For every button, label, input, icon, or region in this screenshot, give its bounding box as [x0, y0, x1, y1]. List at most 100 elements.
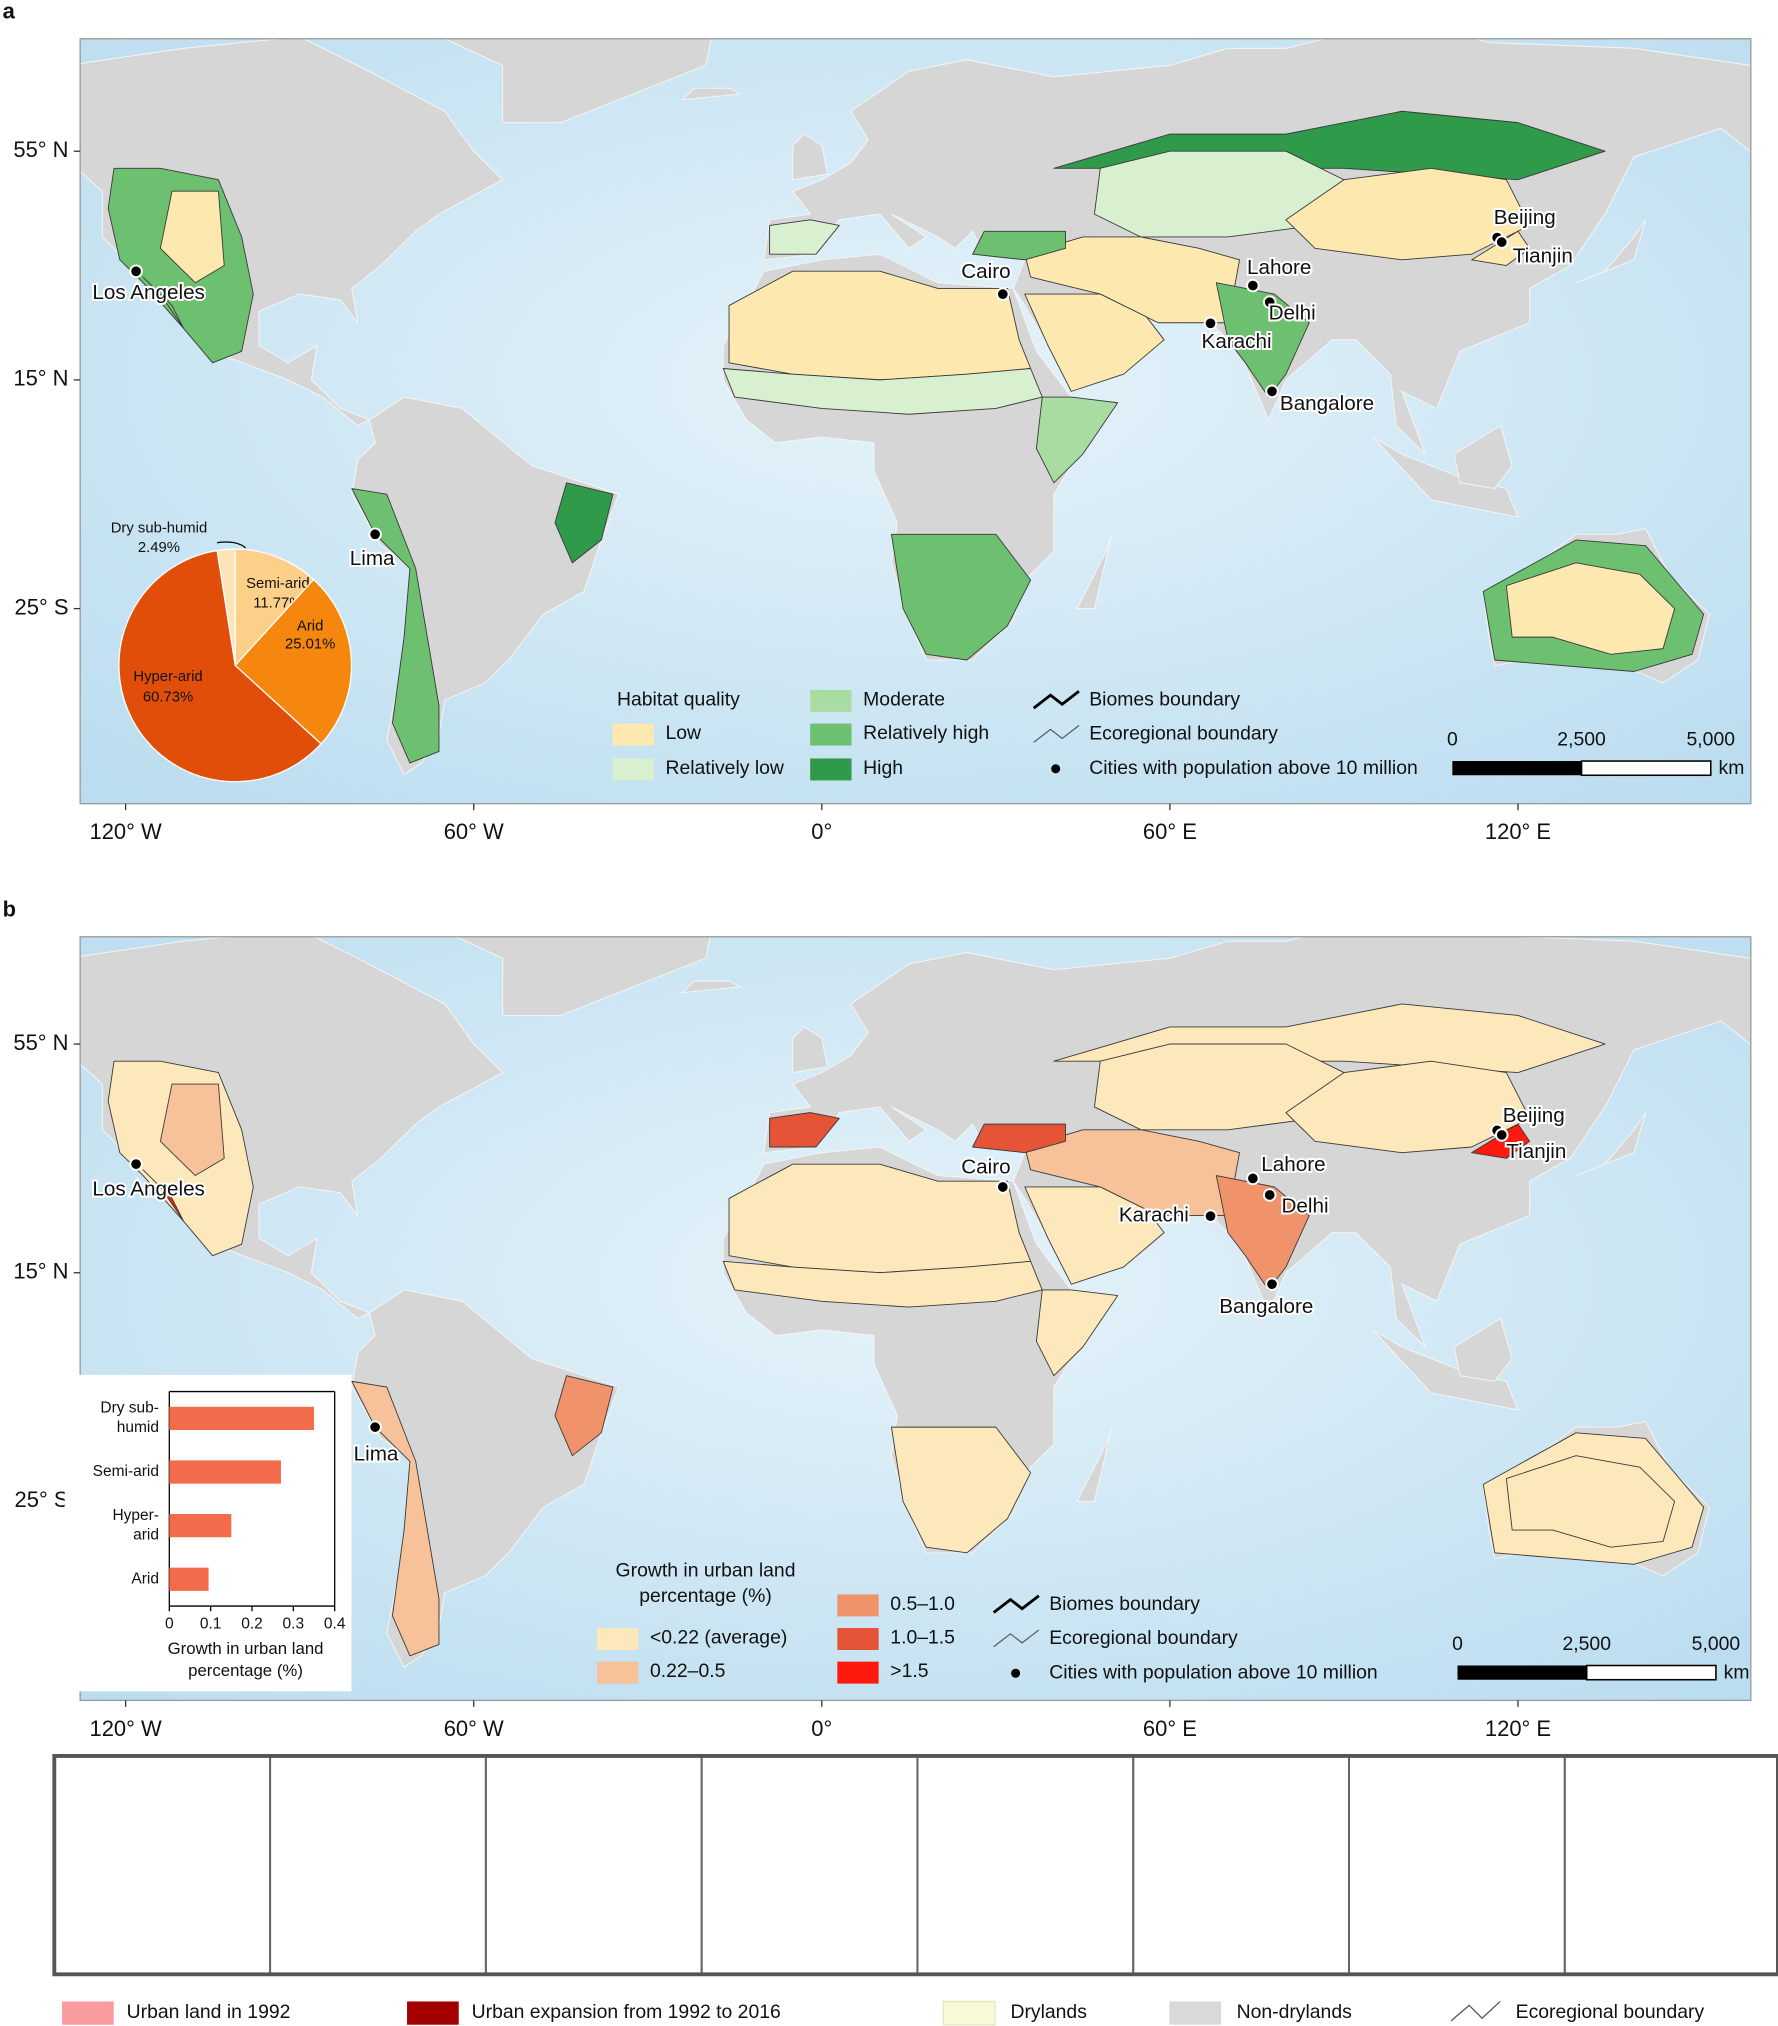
inset-frame: [1563, 1754, 1778, 1976]
inset-urban-expansion: [239, 1834, 242, 1837]
inset-urban-expansion: [369, 1823, 377, 1831]
ecoregion-boundary-icon: [1033, 725, 1080, 743]
inset-urban-expansion: [1228, 1887, 1236, 1895]
inset-urban-expansion: [1513, 1866, 1520, 1873]
inset-urban-expansion: [620, 1826, 628, 1834]
dryland-zone: [1285, 1060, 1531, 1154]
land: [792, 1026, 829, 1074]
inset-urban-expansion: [1279, 1880, 1283, 1884]
lon-label: 120° W: [90, 1716, 163, 1741]
legend-swatch: [837, 1628, 879, 1651]
y-tick-label: Dry sub-humid: [100, 1400, 159, 1436]
inset-urban-expansion: [1756, 1941, 1765, 1950]
inset-drylands: [270, 1756, 486, 1974]
city-icon: [1011, 1668, 1021, 1678]
inset-urban-expansion: [326, 1854, 330, 1858]
inset-drylands: [486, 1756, 702, 1974]
legend-swatch: [942, 2000, 996, 2026]
inset-urban-expansion: [1490, 1859, 1498, 1867]
inset-urban-expansion: [1507, 1848, 1511, 1852]
inset-urban-expansion: [1037, 1819, 1040, 1822]
legend-swatch: [612, 723, 654, 746]
lon-label: 60° E: [1143, 1716, 1197, 1741]
inset-urban-expansion: [378, 1841, 385, 1848]
legend-swatch: [810, 723, 852, 746]
city-label: Bangalore: [1280, 392, 1374, 415]
inset-urban-expansion: [112, 1785, 122, 1795]
inset-urban-expansion: [794, 1868, 799, 1873]
city-dot: [368, 527, 382, 542]
inset-urban-expansion: [169, 1895, 175, 1901]
inset-urban-expansion: [1599, 1820, 1608, 1829]
inset-urban-expansion: [639, 1855, 648, 1864]
inset-urban-expansion: [1023, 1825, 1027, 1829]
inset-urban-expansion: [807, 1872, 814, 1879]
inset-urban-expansion: [1017, 1834, 1022, 1839]
legend-label: Urban expansion from 1992 to 2016: [472, 2001, 781, 2023]
city-dot: [129, 1157, 143, 1171]
legend-swatch: [1169, 2001, 1222, 2025]
inset-frame: [53, 1754, 272, 1976]
inset-urban-expansion: [1231, 1873, 1238, 1880]
inset-frame: [269, 1754, 487, 1976]
inset-urban-expansion: [1584, 1832, 1592, 1840]
inset-urban-expansion: [651, 1837, 655, 1841]
inset-urban-expansion: [93, 1881, 101, 1889]
lat-label: 15° N: [13, 366, 68, 391]
inset-urban-expansion: [604, 1847, 612, 1855]
city-dot: [368, 1420, 382, 1434]
inset-urban-expansion: [1693, 1948, 1696, 1951]
inset-urban-expansion: [1565, 1829, 1570, 1834]
legend-swatch: [810, 758, 852, 781]
inset-urban-expansion: [1015, 1813, 1024, 1822]
scale-unit: km: [1719, 757, 1745, 779]
inset-urban-expansion: [1053, 1879, 1058, 1884]
inset-urban-expansion: [375, 1844, 378, 1847]
legend-label: Urban land in 1992: [127, 2001, 291, 2023]
inset-urban-expansion: [1273, 1863, 1281, 1871]
city-label: Tianjin: [1513, 245, 1573, 268]
inset-urban-expansion: [1221, 1870, 1231, 1880]
inset-urban-expansion: [620, 1834, 627, 1841]
inset-urban-expansion: [839, 1827, 845, 1833]
inset-urban-expansion: [1036, 1873, 1042, 1879]
inset-urban-expansion: [1486, 1878, 1495, 1887]
land: [1453, 1317, 1513, 1382]
inset-urban-expansion: [79, 1827, 85, 1833]
inset-urban-expansion: [1271, 1883, 1279, 1891]
inset-urban-expansion: [256, 1786, 265, 1795]
inset-urban-expansion: [382, 1779, 392, 1789]
inset-urban-expansion: [1679, 1944, 1682, 1947]
inset-urban-expansion: [663, 1838, 667, 1842]
inset-label: Delhi: [1468, 1936, 1515, 1959]
inset-urban-expansion: [1000, 1827, 1009, 1836]
inset-urban-expansion: [816, 1860, 823, 1867]
lon-label: 60° W: [444, 1716, 504, 1741]
y-tick-label: Hyper-arid: [112, 1507, 159, 1543]
biome-boundary-icon: [1032, 690, 1080, 710]
inset-urban-expansion: [1736, 1914, 1742, 1920]
inset-urban-expansion: [1041, 1822, 1048, 1829]
inset-urban-expansion: [387, 1865, 396, 1874]
map: [80, 38, 1751, 804]
inset-urban-expansion: [1686, 1934, 1692, 1940]
inset-urban-expansion: [1223, 1873, 1229, 1879]
inset-urban-expansion: [1010, 1859, 1017, 1866]
inset-urban-expansion: [644, 1825, 652, 1833]
city-label: Lima: [354, 1442, 399, 1465]
dryland-zone: [1285, 167, 1531, 261]
dryland-zone: [769, 219, 840, 255]
lon-label: 120° E: [1485, 819, 1551, 844]
inset-urban-expansion: [1492, 1840, 1497, 1845]
inset-urban-expansion: [351, 1900, 357, 1906]
land: [681, 87, 743, 101]
inset-urban-expansion: [763, 1839, 770, 1846]
scale-bar-white: [1580, 760, 1712, 777]
inset-urban-expansion: [1256, 1892, 1264, 1900]
inset-urban-expansion: [1676, 1788, 1679, 1791]
inset-urban-expansion: [1058, 1849, 1065, 1856]
inset-urban-expansion: [1683, 1787, 1691, 1795]
inset-urban-expansion: [996, 1825, 1006, 1835]
inset-urban-expansion: [790, 1857, 798, 1865]
city-dot: [1265, 1277, 1279, 1291]
